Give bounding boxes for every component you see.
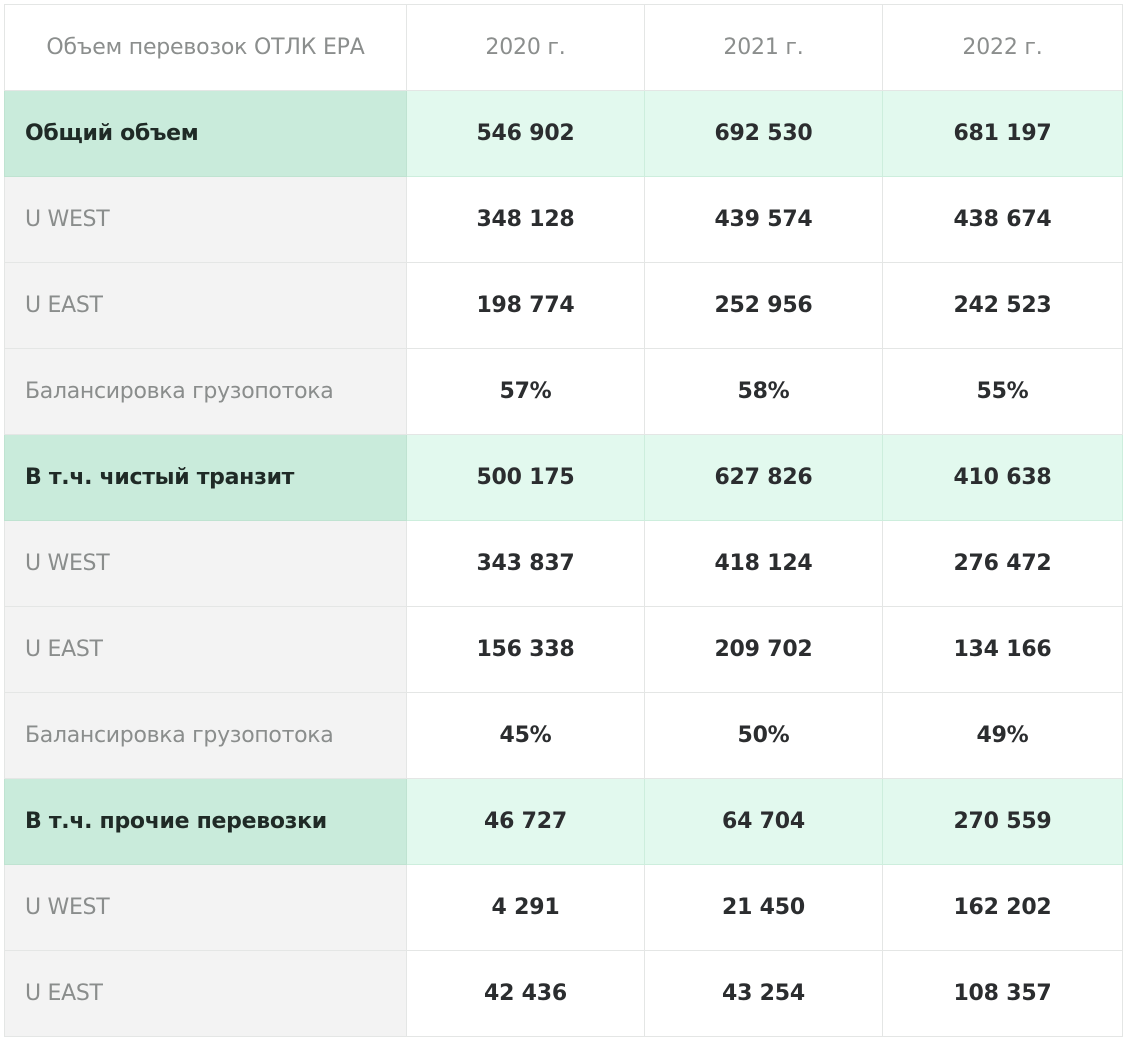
cell-2022: 438 674 (882, 176, 1123, 263)
table-row-total-balancing: Балансировка грузопотока 57% 58% 55% (4, 348, 1123, 435)
row-label: U EAST (4, 262, 407, 349)
cell-2022: 108 357 (882, 950, 1123, 1037)
table-title-cell: Объем перевозок ОТЛК ЕРА (4, 4, 407, 91)
table-row-pure-transit: В т.ч. чистый транзит 500 175 627 826 41… (4, 434, 1123, 521)
table-row-total-volume: Общий объем 546 902 692 530 681 197 (4, 90, 1123, 177)
row-label: Общий объем (4, 90, 407, 177)
cell-2022: 162 202 (882, 864, 1123, 951)
row-label: В т.ч. прочие перевозки (4, 778, 407, 865)
cell-2022: 242 523 (882, 262, 1123, 349)
cell-2020: 57% (406, 348, 645, 435)
year-header-2022: 2022 г. (882, 4, 1123, 91)
cell-2022: 134 166 (882, 606, 1123, 693)
year-header-2020: 2020 г. (406, 4, 645, 91)
cell-2020: 46 727 (406, 778, 645, 865)
table-row-other-shipments: В т.ч. прочие перевозки 46 727 64 704 27… (4, 778, 1123, 865)
table-row-total-u-west: U WEST 348 128 439 574 438 674 (4, 176, 1123, 263)
cell-2021: 43 254 (644, 950, 883, 1037)
table-row-other-u-west: U WEST 4 291 21 450 162 202 (4, 864, 1123, 951)
cell-2021: 692 530 (644, 90, 883, 177)
cell-2020: 156 338 (406, 606, 645, 693)
cell-2022: 55% (882, 348, 1123, 435)
cell-2021: 439 574 (644, 176, 883, 263)
cell-2021: 627 826 (644, 434, 883, 521)
row-label: Балансировка грузопотока (4, 692, 407, 779)
cell-2020: 500 175 (406, 434, 645, 521)
cell-2022: 276 472 (882, 520, 1123, 607)
cell-2020: 42 436 (406, 950, 645, 1037)
row-label: Балансировка грузопотока (4, 348, 407, 435)
cell-2020: 4 291 (406, 864, 645, 951)
table-header-row: Объем перевозок ОТЛК ЕРА 2020 г. 2021 г.… (4, 4, 1123, 91)
row-label: U EAST (4, 950, 407, 1037)
table-row-total-u-east: U EAST 198 774 252 956 242 523 (4, 262, 1123, 349)
table-row-transit-balancing: Балансировка грузопотока 45% 50% 49% (4, 692, 1123, 779)
cell-2022: 270 559 (882, 778, 1123, 865)
cell-2020: 45% (406, 692, 645, 779)
row-label: U WEST (4, 176, 407, 263)
table-row-transit-u-east: U EAST 156 338 209 702 134 166 (4, 606, 1123, 693)
table-row-transit-u-west: U WEST 343 837 418 124 276 472 (4, 520, 1123, 607)
transport-volume-table-container: Объем перевозок ОТЛК ЕРА 2020 г. 2021 г.… (4, 4, 1123, 1037)
row-label: В т.ч. чистый транзит (4, 434, 407, 521)
cell-2022: 49% (882, 692, 1123, 779)
cell-2021: 252 956 (644, 262, 883, 349)
cell-2021: 50% (644, 692, 883, 779)
cell-2020: 546 902 (406, 90, 645, 177)
cell-2021: 21 450 (644, 864, 883, 951)
cell-2021: 64 704 (644, 778, 883, 865)
cell-2020: 343 837 (406, 520, 645, 607)
row-label: U EAST (4, 606, 407, 693)
year-header-2021: 2021 г. (644, 4, 883, 91)
cell-2022: 681 197 (882, 90, 1123, 177)
row-label: U WEST (4, 520, 407, 607)
cell-2021: 418 124 (644, 520, 883, 607)
cell-2020: 198 774 (406, 262, 645, 349)
table-row-other-u-east: U EAST 42 436 43 254 108 357 (4, 950, 1123, 1037)
cell-2021: 209 702 (644, 606, 883, 693)
cell-2020: 348 128 (406, 176, 645, 263)
cell-2022: 410 638 (882, 434, 1123, 521)
transport-volume-table: Объем перевозок ОТЛК ЕРА 2020 г. 2021 г.… (4, 4, 1123, 1037)
row-label: U WEST (4, 864, 407, 951)
cell-2021: 58% (644, 348, 883, 435)
